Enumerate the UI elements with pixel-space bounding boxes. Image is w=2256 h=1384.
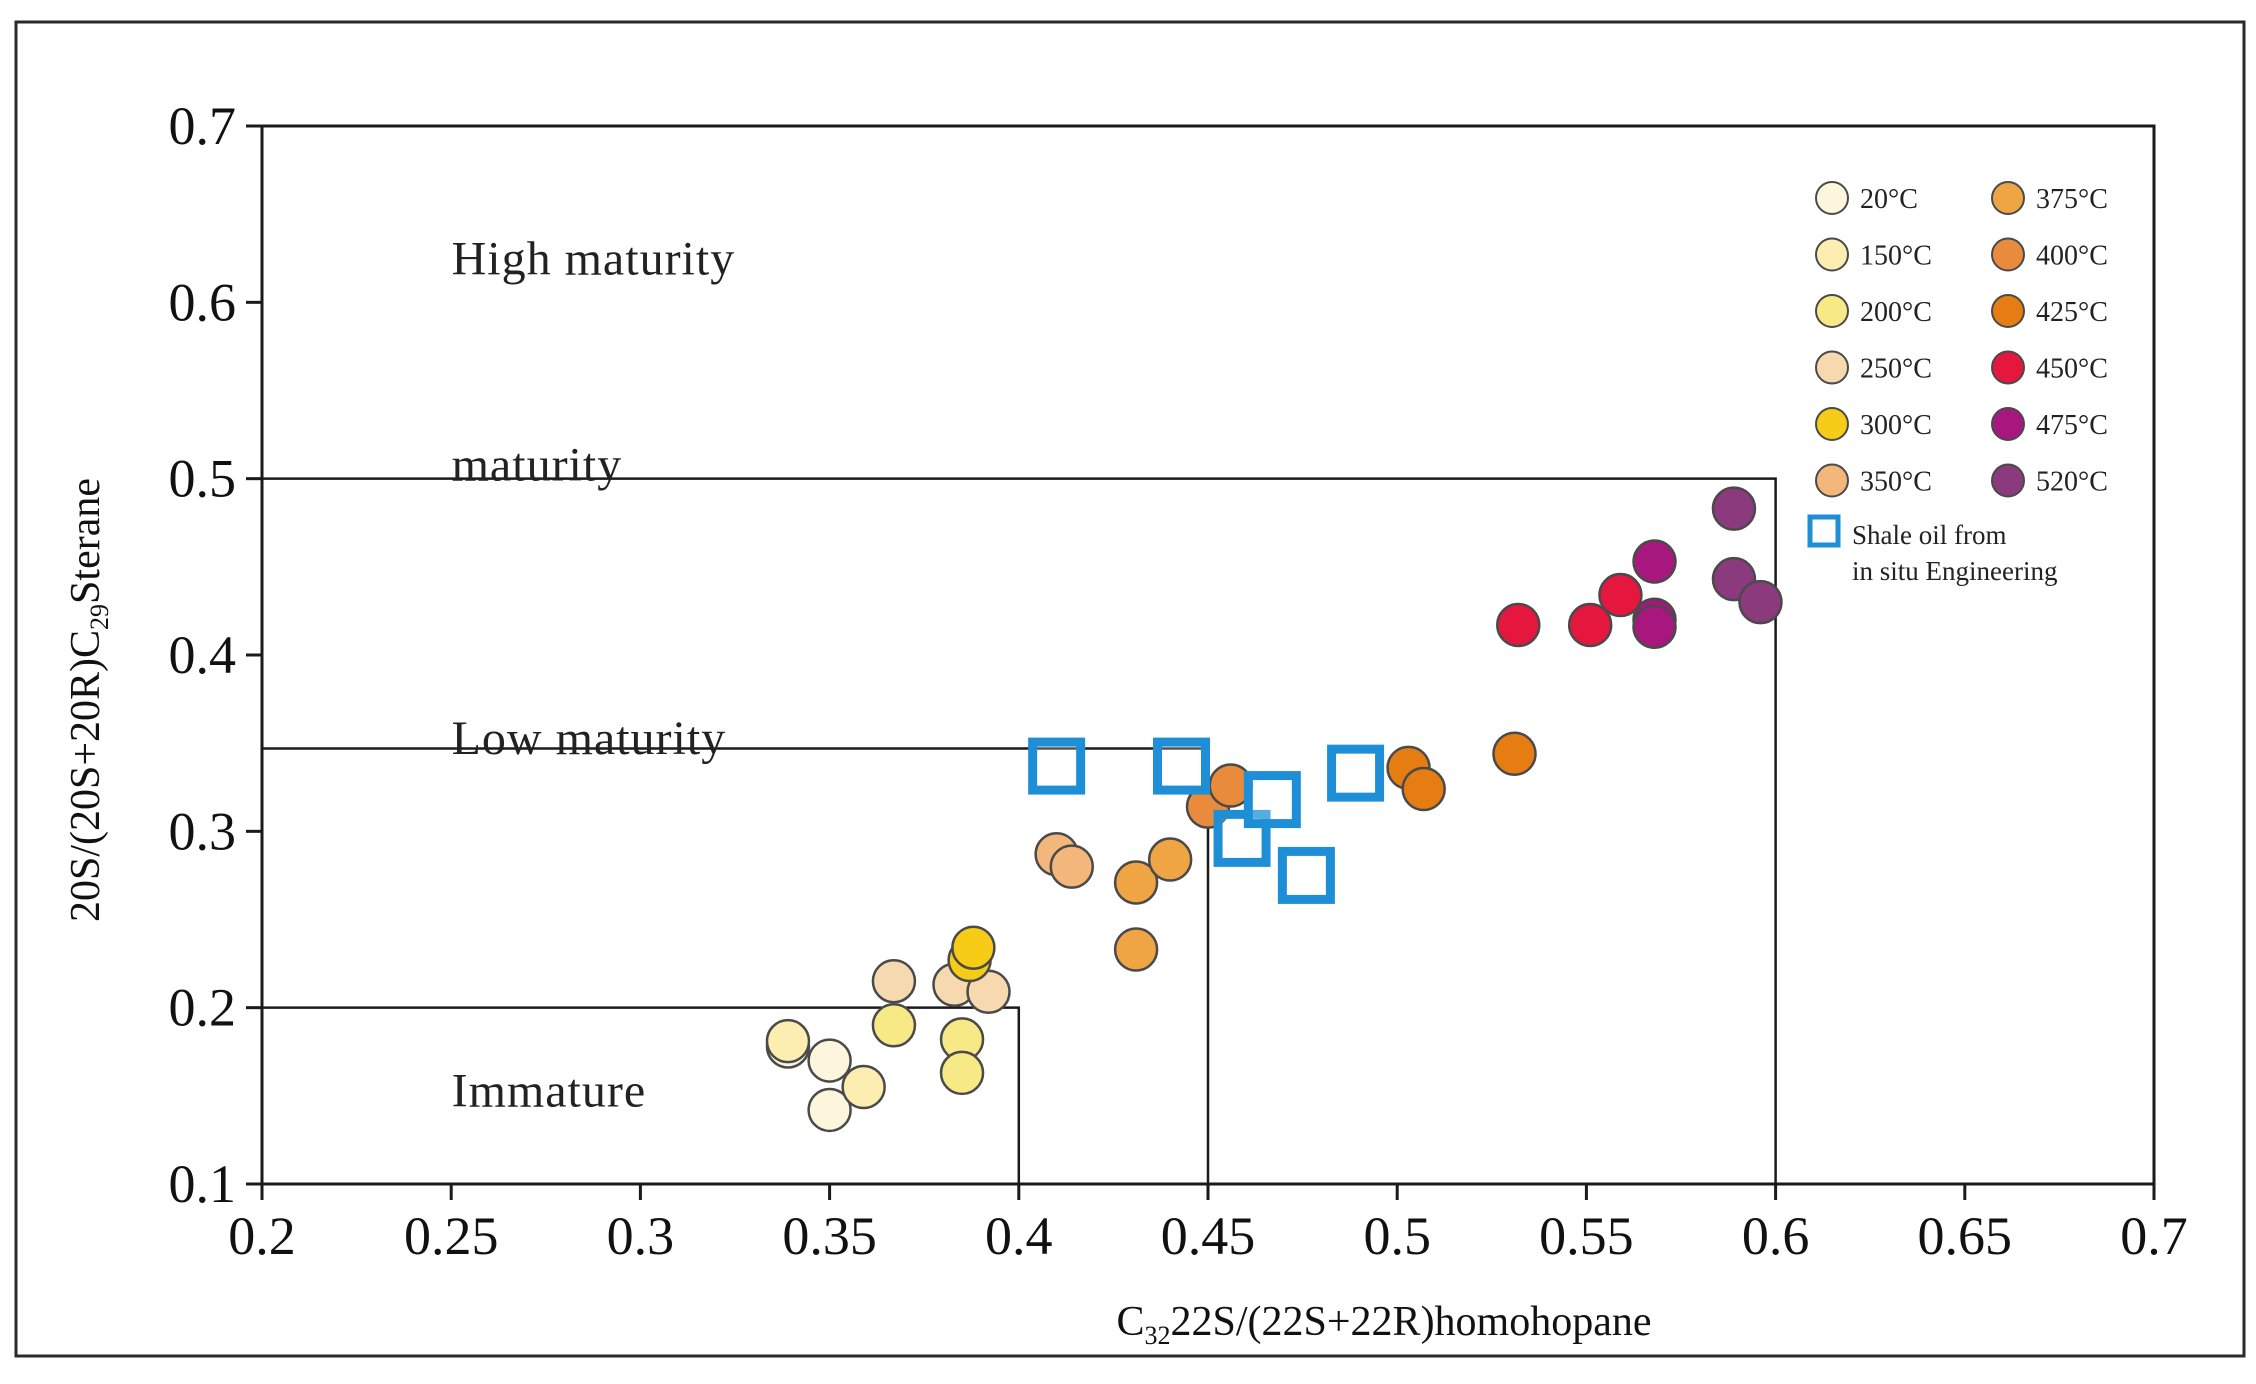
data-point-series-7 <box>1147 837 1193 882</box>
data-point-series-11 <box>1632 604 1677 650</box>
data-point-series-5 <box>951 925 996 970</box>
y-tick-label: 0.2 <box>169 978 237 1038</box>
legend-swatch <box>1815 463 1849 498</box>
shale-oil-point <box>1327 744 1385 802</box>
region-boundary-1 <box>262 477 1777 1184</box>
legend-label: 250°C <box>1860 354 1932 385</box>
data-point-series-6 <box>1049 844 1095 889</box>
legend-label: 475°C <box>2036 410 2108 441</box>
y-tick-label: 0.1 <box>169 1154 237 1214</box>
legend-swatch <box>1815 350 1849 385</box>
region-label-2: maturity <box>452 439 623 492</box>
x-tick-label: 0.5 <box>1363 1206 1431 1266</box>
data-points <box>765 486 1783 1133</box>
legend-label: 520°C <box>2036 467 2108 498</box>
x-tick-label: 0.65 <box>1918 1206 2013 1266</box>
shale-oil-point <box>1277 846 1335 904</box>
legend-swatch <box>1815 237 1849 272</box>
y-axis-title: 20S/(20S+20R)C29Sterane <box>63 478 114 922</box>
data-point-series-12 <box>1711 486 1757 531</box>
data-point-series-9 <box>1401 766 1446 812</box>
legend-label: 400°C <box>2036 241 2108 272</box>
data-point-series-12 <box>1738 579 1783 625</box>
legend-label: 200°C <box>1860 297 1932 328</box>
x-axis-title-part-1: C <box>1116 1299 1144 1345</box>
region-label-1: High maturity <box>452 232 736 285</box>
x-axis-title: C3222S/(22S+22R)homohopane <box>1116 1299 1651 1350</box>
legend-label: 300°C <box>1860 410 1932 441</box>
outer-frame <box>14 20 2246 1358</box>
data-point-series-7 <box>1113 927 1159 972</box>
legend-label: 350°C <box>1860 467 1932 498</box>
legend-swatch <box>1815 294 1849 328</box>
x-tick-label: 0.3 <box>607 1206 675 1266</box>
shale-oil-point <box>1028 737 1086 795</box>
legend-swatch <box>1991 294 2025 328</box>
legend-swatch <box>1991 237 2025 272</box>
y-tick-label: 0.6 <box>169 272 237 332</box>
legend: 20°C 150°C 200°C 250°C 300°C 350°C 375°C 400°C 4… <box>1807 181 2108 586</box>
legend-label-shale-oil: Shale oil from <box>1852 520 2006 550</box>
legend-label: 150°C <box>1860 241 1932 272</box>
shale-oil-point <box>1153 737 1211 795</box>
legend-label-shale-oil: in situ Engineering <box>1852 556 2057 586</box>
data-point-series-7 <box>1113 860 1159 905</box>
y-tick-label: 0.7 <box>169 96 237 156</box>
legend-swatch-square <box>1807 514 1841 548</box>
x-axis-title-part-2: 22S/(22S+22R)homohopane <box>1171 1299 1652 1345</box>
y-tick-label: 0.3 <box>169 801 237 861</box>
y-tick-label: 0.4 <box>169 625 237 685</box>
x-axis-title-subscript: 32 <box>1145 1321 1171 1350</box>
data-point-series-3 <box>871 1003 917 1048</box>
y-tick-label: 0.5 <box>169 449 237 509</box>
data-point-series-1 <box>807 1087 852 1133</box>
legend-label: 450°C <box>2036 354 2108 385</box>
axis-ticks: 0.2 0.25 0.3 0.35 0.4 0.45 0.5 0.55 0.6 0.65 0.7 0.… <box>169 96 2188 1266</box>
data-point-series-1 <box>807 1038 852 1083</box>
legend-label: 425°C <box>2036 297 2108 328</box>
region-boundary-3 <box>262 1006 1021 1184</box>
legend-swatch <box>1991 463 2025 498</box>
y-axis-title-subscript: 29 <box>85 604 114 630</box>
legend-swatch <box>1815 181 1849 215</box>
region-label-4: Immature <box>452 1065 647 1118</box>
legend-swatch <box>1991 407 2025 441</box>
data-point-series-10 <box>1496 602 1541 648</box>
legend-swatch <box>1991 181 2025 215</box>
x-tick-label: 0.45 <box>1161 1206 1256 1266</box>
legend-swatch <box>1815 407 1849 441</box>
data-point-series-2 <box>765 1018 811 1064</box>
data-point-series-2 <box>841 1064 886 1110</box>
x-tick-label: 0.35 <box>782 1206 877 1266</box>
legend-label: 375°C <box>2036 184 2108 215</box>
x-tick-label: 0.25 <box>404 1206 499 1266</box>
x-tick-label: 0.2 <box>228 1206 296 1266</box>
data-point-series-4 <box>871 958 917 1004</box>
x-tick-label: 0.4 <box>985 1206 1053 1266</box>
x-tick-label: 0.6 <box>1742 1206 1810 1266</box>
y-axis-title-part-1: 20S/(20S+20R)C <box>63 630 109 922</box>
legend-label: 20°C <box>1860 184 1918 215</box>
region-label-3: Low maturity <box>452 712 727 765</box>
data-point-series-10 <box>1598 572 1643 618</box>
data-point-series-3 <box>939 1050 985 1096</box>
x-tick-label: 0.55 <box>1539 1206 1634 1266</box>
shale-oil-point <box>1243 771 1301 829</box>
maturity-region-labels: High maturity maturity Low maturity Immatur… <box>452 232 736 1118</box>
y-axis-title-part-2: Sterane <box>63 478 109 604</box>
data-point-series-11 <box>1632 539 1677 584</box>
data-point-series-10 <box>1567 602 1613 648</box>
x-tick-label: 0.7 <box>2120 1206 2188 1266</box>
data-point-series-9 <box>1492 731 1537 776</box>
legend-swatch <box>1991 350 2025 385</box>
